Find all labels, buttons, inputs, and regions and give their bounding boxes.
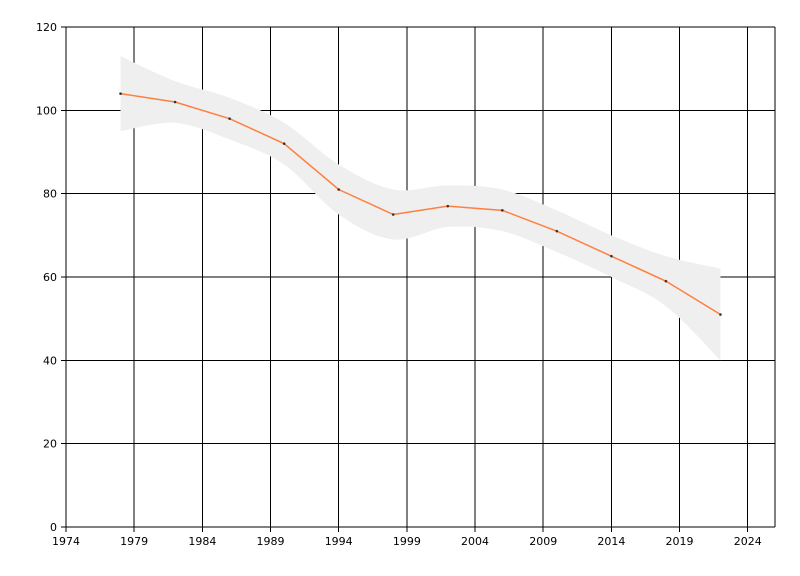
x-tick-label: 2014	[597, 535, 625, 548]
y-tick-label: 20	[43, 438, 57, 451]
y-tick-label: 80	[43, 188, 57, 201]
x-tick-label: 1984	[188, 535, 216, 548]
x-tick-label: 1979	[120, 535, 148, 548]
x-tick-label: 2024	[734, 535, 762, 548]
confidence-band	[120, 56, 721, 361]
x-tick-label: 2004	[461, 535, 489, 548]
y-tick-label: 40	[43, 354, 57, 367]
data-point	[119, 92, 122, 95]
data-point	[173, 100, 177, 104]
data-point	[228, 117, 231, 120]
data-point	[391, 213, 395, 216]
tick-labels: 1974 1979 1984 1989 1994 1999 2004 2009 2014 2019…	[36, 21, 762, 548]
data-point	[664, 279, 668, 283]
x-tick-label: 1974	[52, 535, 80, 548]
series-line	[120, 92, 721, 316]
y-tick-label: 120	[36, 21, 57, 34]
x-tick-label: 1989	[257, 535, 285, 548]
data-point	[610, 254, 613, 258]
data-point	[501, 209, 504, 212]
data-point	[719, 313, 722, 316]
axes	[65, 27, 775, 532]
data-point	[555, 229, 559, 233]
confidence-band-layer	[120, 56, 721, 361]
data-point	[282, 142, 286, 145]
x-tick-label: 1999	[393, 535, 421, 548]
y-tick-label: 60	[43, 271, 57, 284]
x-tick-label: 2019	[666, 535, 694, 548]
data-point	[446, 204, 450, 208]
x-tick-label: 1994	[325, 535, 353, 548]
x-tick-label: 2009	[529, 535, 557, 548]
series-layer	[119, 92, 722, 316]
y-tick-label: 100	[36, 104, 57, 117]
data-point	[337, 188, 340, 191]
y-tick-label: 0	[50, 521, 57, 534]
